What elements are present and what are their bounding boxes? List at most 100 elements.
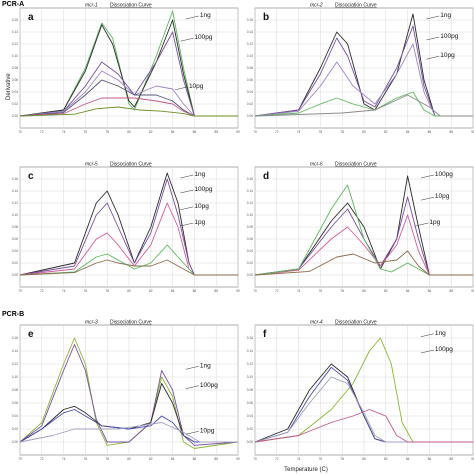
panel-letter: f xyxy=(263,329,267,340)
y-tick-label: 0.04 xyxy=(247,414,253,418)
panel-letter: b xyxy=(263,12,269,23)
x-tick-label: 76 xyxy=(319,130,323,134)
y-tick-label: 0.08 xyxy=(247,388,253,392)
series-line-4 xyxy=(254,376,473,443)
y-tick-label: 0.04 xyxy=(247,249,253,253)
annotation-label: 1ng xyxy=(200,362,211,369)
y-tick-label: 0.14 xyxy=(12,349,18,353)
x-tick-label: 82 xyxy=(384,130,388,134)
panel-title: Dissociation Curve xyxy=(335,162,377,168)
series-line-3 xyxy=(254,214,473,276)
x-tick-label: 80 xyxy=(362,457,366,461)
y-tick-label: 0.06 xyxy=(12,401,18,405)
annotation-pointer xyxy=(420,333,434,337)
series-line-2 xyxy=(19,178,238,276)
panels-group: 70 72 74 76 78 80 82 84 86 88 90 0.00 0.02 0.04 0.06 0.… xyxy=(12,3,474,462)
y-tick-label: 0.10 xyxy=(12,54,18,58)
panel-title: Dissociation Curve xyxy=(110,3,152,9)
x-tick-label: 70 xyxy=(253,130,257,134)
y-tick-label: 0.00 xyxy=(12,440,18,444)
panel-letter: e xyxy=(28,329,34,340)
x-tick-label: 88 xyxy=(449,289,453,293)
x-tick-label: 76 xyxy=(84,130,88,134)
y-tick-label: 0.12 xyxy=(247,42,253,46)
y-tick-label: 0.08 xyxy=(12,225,18,229)
series-line-5 xyxy=(254,94,473,117)
annotation-label: 1ng xyxy=(194,171,205,178)
y-tick-label: 0.10 xyxy=(12,213,18,217)
series-line-5 xyxy=(19,422,238,443)
x-tick-label: 90 xyxy=(236,130,240,134)
annotation-label: 10pg xyxy=(189,83,204,90)
y-tick-label: 0.00 xyxy=(247,273,253,277)
y-tick-label: 0.06 xyxy=(247,78,253,82)
panel-gene-name: mcr-5 xyxy=(85,162,98,168)
annotation-label: 1ng xyxy=(435,330,446,337)
annotation-pointer xyxy=(174,86,189,91)
x-tick-label: 88 xyxy=(214,289,218,293)
annotation-pointer xyxy=(180,222,194,227)
panel-letter: a xyxy=(28,12,34,23)
x-tick-label: 88 xyxy=(449,130,453,134)
x-tick-label: 88 xyxy=(214,457,218,461)
x-tick-label: 84 xyxy=(406,289,410,293)
annotation-pointer xyxy=(420,349,434,354)
x-tick-label: 84 xyxy=(171,289,175,293)
y-tick-label: 0.00 xyxy=(12,273,18,277)
panel-gene-name: mcr-2 xyxy=(310,3,323,9)
panel-letter: d xyxy=(263,171,269,182)
panel-letter: c xyxy=(28,171,34,182)
y-tick-label: 0.00 xyxy=(247,114,253,118)
y-tick-label: 0.16 xyxy=(12,18,18,22)
x-tick-label: 80 xyxy=(127,130,131,134)
y-tick-label: 0.10 xyxy=(247,213,253,217)
x-tick-label: 90 xyxy=(236,457,240,461)
annotation-label: 10pg xyxy=(440,52,455,59)
y-tick-label: 0.06 xyxy=(247,401,253,405)
x-tick-label: 70 xyxy=(253,289,257,293)
x-tick-label: 90 xyxy=(236,289,240,293)
x-tick-label: 82 xyxy=(149,457,153,461)
y-tick-label: 0.16 xyxy=(247,18,253,22)
annotation-label: 10pg xyxy=(435,193,450,200)
annotation-label: 10pg xyxy=(194,203,209,210)
x-tick-label: 72 xyxy=(275,289,279,293)
x-tick-label: 84 xyxy=(406,130,410,134)
x-tick-label: 76 xyxy=(319,289,323,293)
annotation-label: 1pg xyxy=(194,219,205,226)
x-tick-label: 72 xyxy=(275,130,279,134)
series-line-5 xyxy=(19,259,238,276)
y-tick-label: 0.14 xyxy=(12,189,18,193)
x-tick-label: 74 xyxy=(297,130,301,134)
y-tick-label: 0.12 xyxy=(12,42,18,46)
y-tick-label: 0.04 xyxy=(12,90,18,94)
x-tick-label: 72 xyxy=(275,457,279,461)
annotation-label: 1ng xyxy=(200,12,211,19)
y-tick-label: 0.10 xyxy=(247,54,253,58)
panel-f: 70 72 74 76 78 80 82 84 86 88 90 0.00 0.02 0.04 0.06 0.… xyxy=(247,320,474,462)
x-tick-label: 80 xyxy=(127,457,131,461)
section-label-pcr-b: PCR-B xyxy=(2,311,24,318)
series-line-1 xyxy=(19,10,238,117)
y-tick-label: 0.14 xyxy=(12,30,18,34)
y-tick-label: 0.02 xyxy=(12,427,18,431)
annotation-pointer xyxy=(426,15,440,20)
y-tick-label: 0.12 xyxy=(12,201,18,205)
annotation-pointer xyxy=(185,431,199,435)
y-tick-label: 0.06 xyxy=(12,237,18,241)
y-tick-label: 0.14 xyxy=(247,30,253,34)
x-tick-label: 78 xyxy=(340,457,344,461)
x-tick-label: 78 xyxy=(105,130,109,134)
panel-gene-name: mcr-6 xyxy=(310,162,323,168)
series-line-7 xyxy=(19,106,238,117)
x-tick-label: 70 xyxy=(18,457,22,461)
panel-c: 70 72 74 76 78 80 82 84 86 88 90 0.00 0.02 0.04 0.06 0.… xyxy=(12,162,240,294)
annotation-pointer xyxy=(180,37,194,42)
annotation-label: 100pg xyxy=(194,186,212,193)
panel-e: 70 72 74 76 78 80 82 84 86 88 90 0.00 0.02 0.04 0.06 0.… xyxy=(12,320,240,462)
x-tick-label: 70 xyxy=(18,130,22,134)
y-tick-label: 0.16 xyxy=(247,336,253,340)
panel-gene-name: mcr-3 xyxy=(85,320,98,326)
x-tick-label: 72 xyxy=(40,457,44,461)
annotation-pointer xyxy=(185,366,199,370)
